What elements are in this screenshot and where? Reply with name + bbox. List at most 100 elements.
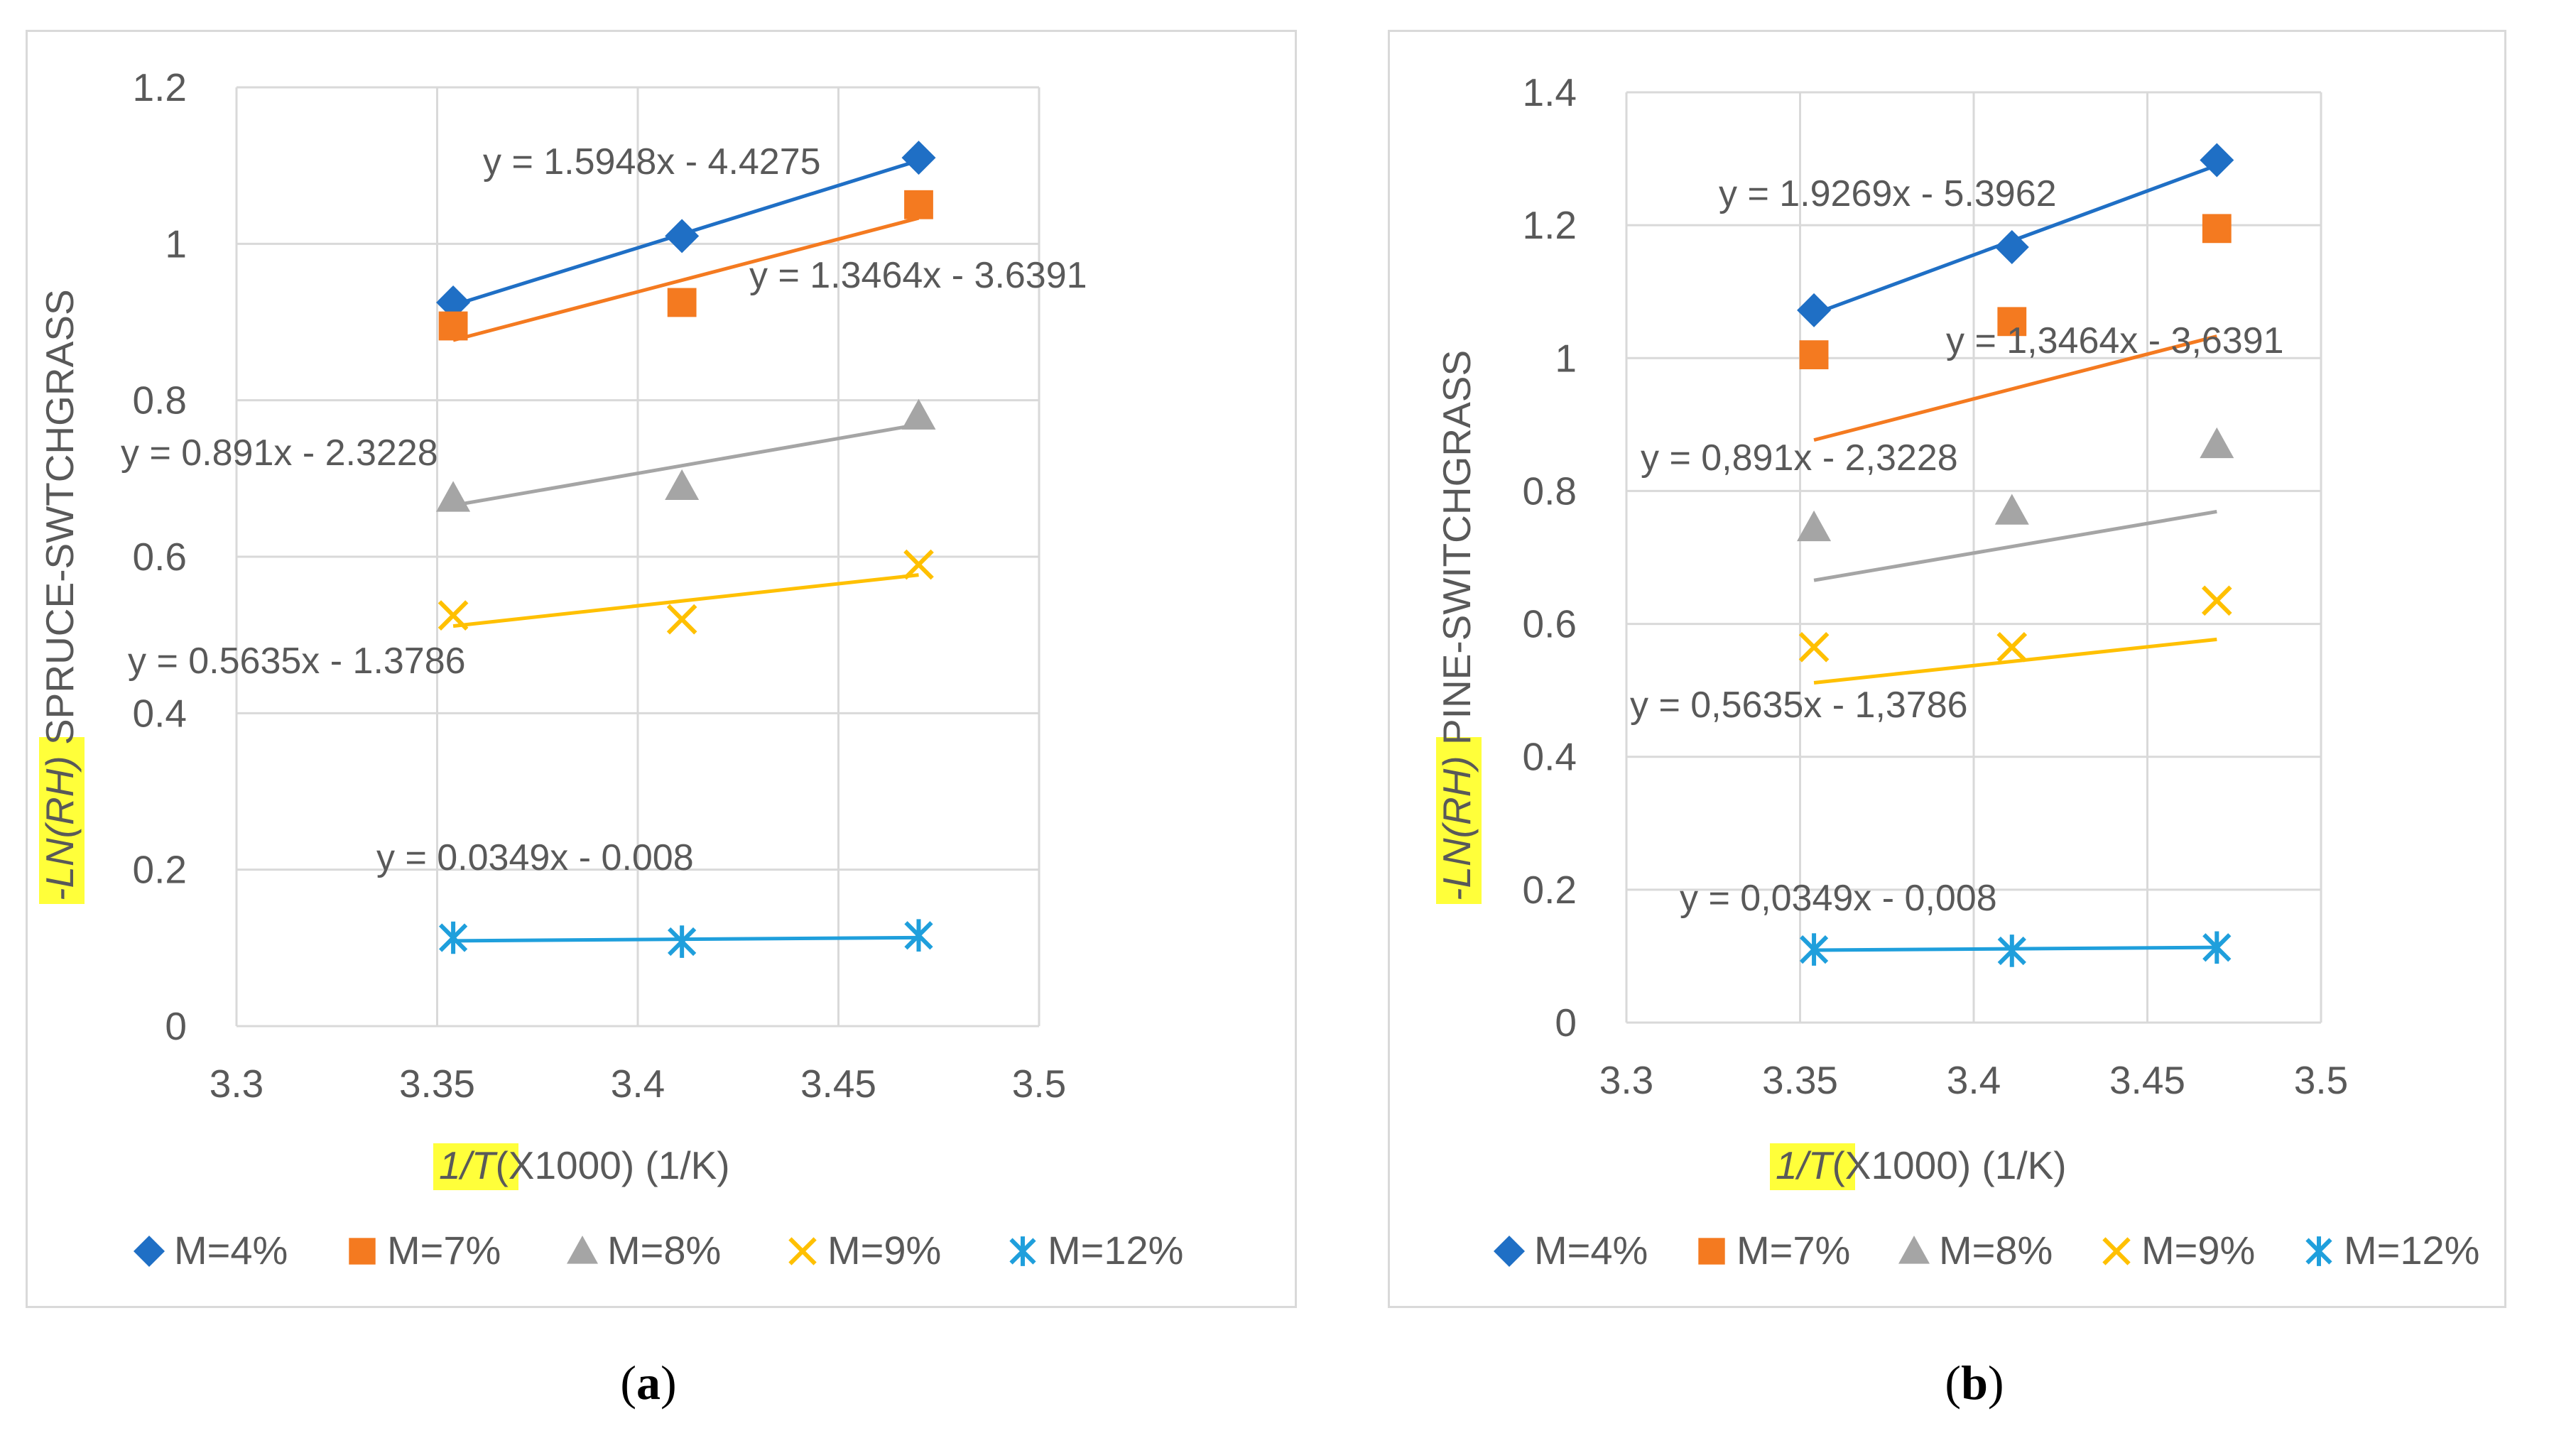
legend-marker-M=4%	[1494, 1236, 1525, 1267]
legend-marker-M=12%	[2305, 1236, 2332, 1266]
x-tick-label: 3.35	[399, 1062, 475, 1106]
data-point-M=7%	[1799, 340, 1829, 370]
data-point-M=4%	[1797, 293, 1832, 327]
trendline-equation: y = 1,3464x - 3,6391	[1946, 320, 2284, 361]
legend-label: M=8%	[1939, 1228, 2053, 1273]
y-tick-label: 0.2	[133, 848, 187, 892]
legend-label: M=9%	[827, 1228, 941, 1273]
trendline-equation: y = 1.3464x - 3.6391	[749, 255, 1087, 296]
legend-label: M=7%	[1737, 1228, 1850, 1273]
data-point-M=9%	[438, 600, 469, 631]
data-point-M=8%	[665, 469, 700, 501]
data-point-M=7%	[1997, 307, 2027, 337]
data-point-M=4%	[436, 285, 471, 320]
data-point-M=4%	[665, 219, 700, 254]
legend-marker-M=9%	[2102, 1237, 2131, 1265]
data-point-M=8%	[1797, 510, 1832, 542]
y-tick-label: 1.4	[1523, 70, 1577, 114]
data-point-M=12%	[2202, 931, 2232, 964]
data-point-M=4%	[901, 141, 936, 175]
y-tick-label: 0.4	[1523, 735, 1577, 779]
x-tick-label: 3.3	[1599, 1058, 1653, 1102]
data-point-M=8%	[1994, 494, 2029, 525]
y-tick-label: 0	[165, 1004, 187, 1048]
y-tick-label: 0.6	[133, 535, 187, 579]
legend-marker-M=4%	[134, 1236, 165, 1267]
y-label-highlight-text: -LN(RH)	[1435, 756, 1479, 901]
data-point-M=12%	[438, 921, 468, 954]
y-label-rest-text: SPRUCE-SWTCHGRASS	[38, 289, 82, 756]
legend-label: M=12%	[1048, 1228, 1183, 1273]
x-axis-label: 1/T(X1000) (1/K)	[433, 1143, 730, 1190]
y-tick-label: 0.2	[1523, 868, 1577, 912]
data-point-M=9%	[1798, 631, 1830, 663]
y-tick-label: 1	[1555, 336, 1577, 380]
y-tick-label: 0.8	[133, 378, 187, 423]
y-label-highlight	[39, 737, 85, 904]
trendline-M=7%	[452, 216, 920, 342]
x-label-text: 1/T(X1000) (1/K)	[1776, 1143, 2067, 1187]
x-tick-label: 3.4	[1947, 1058, 2001, 1102]
x-tick-label: 3.4	[611, 1062, 665, 1106]
data-point-M=12%	[668, 925, 697, 958]
y-axis-label: -LN(RH) PINE-SWITCHGRASS	[1435, 350, 1482, 904]
x-tick-label: 3.5	[1012, 1062, 1066, 1106]
legend-label: M=8%	[607, 1228, 721, 1273]
y-label-text: -LN(RH) SPRUCE-SWTCHGRASS	[38, 289, 82, 901]
caption-open: (	[620, 1356, 636, 1410]
x-tick-label: 3.45	[800, 1062, 876, 1106]
data-point-M=8%	[436, 481, 471, 512]
caption-letter: b	[1961, 1356, 1988, 1410]
trendline-M=9%	[452, 573, 919, 628]
data-point-M=9%	[1996, 631, 2028, 663]
data-point-M=4%	[1994, 230, 2029, 265]
y-tick-label: 0.8	[1523, 469, 1577, 513]
legend-marker-M=8%	[1898, 1236, 1930, 1264]
legend: M=4% M=7% M=8% M=9% M=12%	[134, 1228, 1183, 1273]
data-point-M=7%	[667, 288, 697, 317]
data-point-M=12%	[1799, 933, 1829, 966]
x-tick-label: 3.5	[2294, 1058, 2348, 1102]
data-point-M=4%	[2200, 143, 2234, 178]
legend-marker-M=7%	[349, 1238, 376, 1265]
caption-close: )	[1988, 1356, 2004, 1410]
data-point-M=7%	[438, 311, 468, 341]
x-label-rest-text: (X1000) (1/K)	[1832, 1143, 2066, 1187]
caption-letter: a	[636, 1356, 661, 1410]
y-label-rest-text: PINE-SWITCHGRASS	[1435, 350, 1479, 756]
caption-close: )	[661, 1356, 677, 1410]
legend-label: M=7%	[387, 1228, 501, 1273]
legend-marker-M=12%	[1009, 1236, 1036, 1266]
trendline-equation: y = 0,5635x - 1,3786	[1630, 685, 1968, 726]
x-axis-label: 1/T(X1000) (1/K)	[1770, 1143, 2067, 1190]
legend: M=4% M=7% M=8% M=9% M=12%	[1494, 1228, 2479, 1273]
data-point-M=7%	[904, 190, 933, 219]
trendline-equation: y = 0.891x - 2.3228	[121, 432, 438, 474]
legend-label: M=4%	[1534, 1228, 1648, 1273]
legend-marker-M=7%	[1698, 1238, 1725, 1265]
x-tick-label: 3.3	[210, 1062, 263, 1106]
chart-panel-a: 0 0.2 0.4 0.6 0.8 1 1.2 3.3 3.35 3.4 3.45 3.5 y = 1.…	[38, 65, 1183, 1410]
data-point-M=12%	[904, 919, 933, 952]
trendline-equation: y = 1.9269x - 5.3962	[1719, 173, 2057, 214]
trendline-equation: y = 0,891x - 2,3228	[1641, 437, 1958, 479]
trendline-equation: y = 0.5635x - 1.3786	[128, 641, 466, 682]
x-label-highlight-text: 1/T	[1776, 1143, 1835, 1187]
y-tick-label: 0.6	[1523, 602, 1577, 646]
chart-panel-b: 0 0.2 0.4 0.6 0.8 1 1.2 1.4 3.3 3.35 3.4 3.45 3.5 y =…	[1435, 70, 2479, 1410]
legend-label: M=9%	[2141, 1228, 2255, 1273]
panel-caption: (a)	[620, 1356, 676, 1410]
trendline-M=8%	[1813, 509, 2217, 582]
legend-marker-M=9%	[788, 1237, 817, 1265]
legend-label: M=4%	[174, 1228, 288, 1273]
x-label-rest-text: (X1000) (1/K)	[495, 1143, 729, 1187]
x-label-text: 1/T(X1000) (1/K)	[439, 1143, 730, 1187]
trendline-equation: y = 1.5948x - 4.4275	[483, 141, 821, 183]
data-point-M=8%	[901, 398, 936, 430]
trendline-M=8%	[452, 423, 919, 508]
x-label-highlight-text: 1/T	[439, 1143, 498, 1187]
data-point-M=7%	[2202, 214, 2232, 244]
trendline-M=7%	[1813, 334, 2217, 442]
data-point-M=8%	[2200, 427, 2234, 459]
x-label-highlight	[433, 1143, 518, 1190]
